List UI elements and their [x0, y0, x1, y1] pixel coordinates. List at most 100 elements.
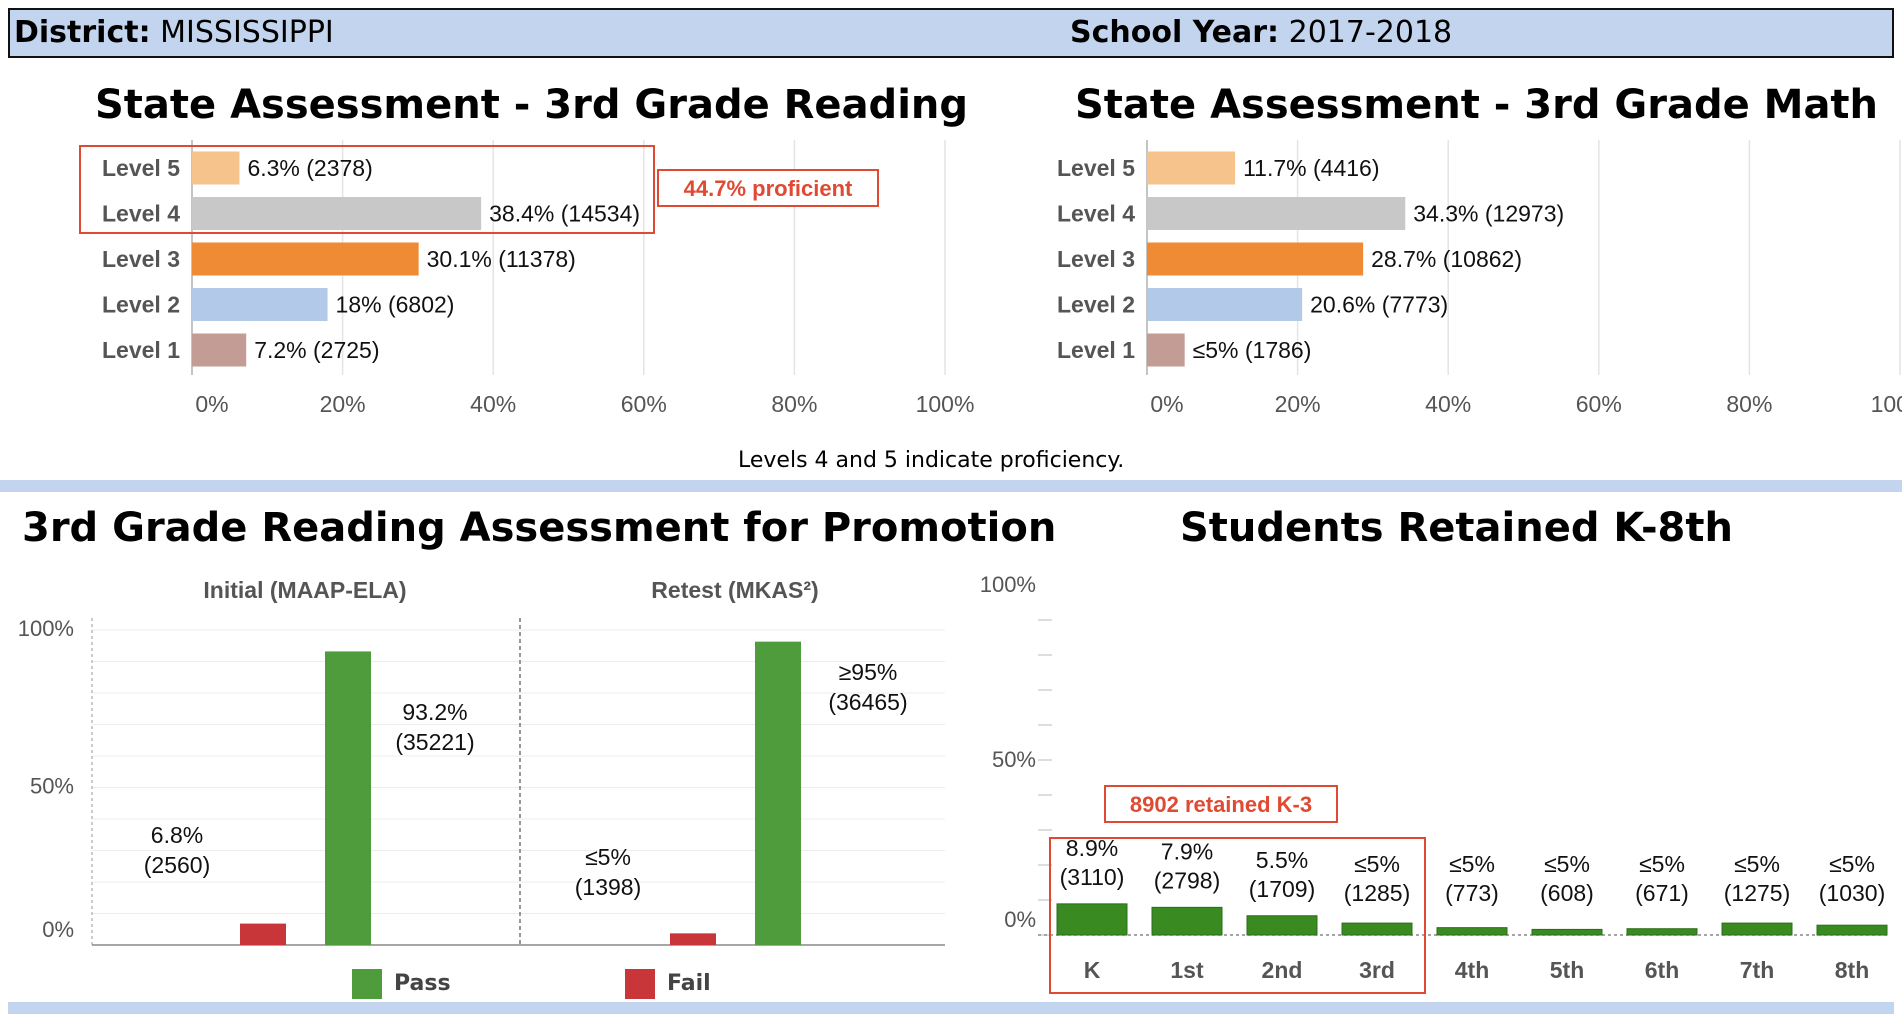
retained-data-label: ≤5%	[1734, 851, 1780, 877]
math-x-tick-label: 80%	[1726, 391, 1772, 417]
promotion-fail-count: (2560)	[144, 852, 210, 878]
school-year-value: 2017-2018	[1288, 15, 1453, 50]
reading-bar	[192, 151, 240, 185]
retained-category-label: 6th	[1645, 957, 1680, 983]
retained-data-label: ≤5%	[1449, 851, 1495, 877]
promotion-panel-header: Retest (MKAS²)	[651, 577, 818, 603]
math-category-label: Level 3	[1057, 246, 1135, 272]
retained-bar	[1056, 903, 1128, 936]
reading-x-tick-label: 0%	[195, 391, 228, 417]
retained-bar	[1626, 928, 1698, 936]
promotion-chart: 100% 50% 0% Initial (MAAP-ELA) 6.8% (2560) 93.…	[18, 577, 945, 946]
promotion-fail-bar	[240, 923, 286, 945]
footer-band	[8, 1002, 1894, 1014]
school-year-label: School Year:	[1070, 15, 1280, 50]
reading-bar	[192, 288, 328, 321]
reading-bar	[192, 197, 482, 230]
legend-fail-swatch	[625, 969, 655, 999]
math-bar	[1147, 197, 1406, 230]
reading-x-tick-label: 100%	[916, 391, 975, 417]
retained-data-label: 7.9%	[1161, 838, 1213, 864]
retained-data-count: (1709)	[1249, 876, 1315, 902]
district-label: District:	[14, 15, 151, 50]
promotion-pass-count: (36465)	[828, 689, 907, 715]
promotion-fail-label: 6.8%	[151, 822, 203, 848]
retained-data-label: ≤5%	[1639, 851, 1685, 877]
section-separator	[0, 480, 1902, 492]
reading-category-label: Level 2	[102, 292, 180, 318]
proficient-highlight-box	[79, 145, 655, 234]
retained-bar	[1816, 924, 1888, 936]
math-level-chart: 0% 20% 40% 60% 80% 100% Level 5 11.7% (4416) Lev…	[1057, 140, 1902, 417]
math-x-tick-label: 100%	[1871, 391, 1902, 417]
proficiency-caption: Levels 4 and 5 indicate proficiency.	[738, 448, 1125, 473]
promotion-chart-title: 3rd Grade Reading Assessment for Promoti…	[22, 505, 1057, 551]
district-value: MISSISSIPPI	[160, 15, 334, 50]
retained-category-label: 4th	[1455, 957, 1490, 983]
promotion-y-tick-label: 100%	[18, 616, 74, 641]
promotion-pass-label: 93.2%	[402, 699, 467, 725]
retained-bar	[1531, 928, 1603, 936]
math-x-tick-label: 0%	[1150, 391, 1183, 417]
retained-y-tick-label: 0%	[1004, 907, 1036, 932]
promotion-panel-header: Initial (MAAP-ELA)	[203, 577, 406, 603]
retained-category-label: 2nd	[1262, 957, 1303, 983]
retained-category-label: 7th	[1740, 957, 1775, 983]
reading-data-label: 18% (6802)	[336, 292, 455, 318]
retained-bar	[1151, 906, 1223, 936]
promotion-fail-count: (1398)	[575, 874, 641, 900]
retained-data-label: ≤5%	[1829, 851, 1875, 877]
district-field: District: MISSISSIPPI	[14, 10, 334, 56]
reading-x-tick-label: 40%	[470, 391, 516, 417]
promotion-pass-label: ≥95%	[839, 659, 898, 685]
math-chart-title: State Assessment - 3rd Grade Math	[1075, 82, 1879, 128]
retained-bar	[1246, 915, 1318, 936]
retained-category-label: K	[1084, 957, 1101, 983]
retained-category-label: 3rd	[1359, 957, 1395, 983]
promotion-pass-bar	[755, 641, 801, 945]
retained-category-label: 5th	[1550, 957, 1585, 983]
retained-annotation-text: 8902 retained K-3	[1130, 792, 1312, 817]
reading-data-label: 6.3% (2378)	[247, 155, 372, 181]
reading-category-label: Level 1	[102, 337, 180, 363]
reading-data-label: 30.1% (11378)	[427, 246, 576, 272]
retained-annotation-box	[1104, 785, 1338, 823]
legend-pass-swatch	[352, 969, 382, 999]
promotion-y-tick-label: 0%	[42, 917, 74, 942]
retained-bar	[1721, 922, 1793, 936]
retained-bar	[1341, 922, 1413, 936]
retained-data-count: (1030)	[1819, 880, 1885, 906]
math-bar	[1147, 333, 1185, 367]
header-bar: District: MISSISSIPPI School Year: 2017-…	[8, 8, 1894, 58]
promotion-fail-bar	[670, 933, 716, 945]
retained-data-count: (1285)	[1344, 880, 1410, 906]
retained-bar	[1436, 927, 1508, 936]
retained-data-count: (3110)	[1060, 864, 1125, 890]
legend-fail-label: Fail	[667, 971, 711, 996]
math-category-label: Level 2	[1057, 292, 1135, 318]
reading-category-label: Level 4	[102, 201, 180, 227]
reading-data-label: 38.4% (14534)	[489, 201, 640, 227]
promotion-fail-label: ≤5%	[585, 844, 631, 870]
retained-data-count: (773)	[1445, 880, 1499, 906]
reading-data-label: 7.2% (2725)	[254, 337, 379, 363]
math-category-label: Level 5	[1057, 155, 1135, 181]
math-category-label: Level 4	[1057, 201, 1135, 227]
retained-y-tick-label: 100%	[980, 572, 1036, 597]
math-x-tick-label: 40%	[1425, 391, 1471, 417]
retained-chart: 100% 50% 0% 8.9% (3110) K 7.9% (2798) 1st 5.5% (17…	[980, 572, 1890, 994]
reading-x-tick-label: 60%	[621, 391, 667, 417]
proficient-annotation-text: 44.7% proficient	[684, 176, 853, 201]
math-data-label: 11.7% (4416)	[1243, 155, 1379, 181]
math-bar	[1147, 288, 1303, 321]
retained-data-label: ≤5%	[1544, 851, 1590, 877]
promotion-pass-count: (35221)	[395, 729, 474, 755]
legend-fail: Fail	[625, 969, 711, 999]
reading-level-chart: 0% 20% 40% 60% 80% 100% Level 5 6.3% (2378) Leve…	[79, 140, 974, 417]
math-category-label: Level 1	[1057, 337, 1135, 363]
math-data-label: ≤5% (1786)	[1193, 337, 1312, 363]
retained-y-tick-label: 50%	[992, 747, 1036, 772]
retained-data-count: (2798)	[1154, 867, 1220, 893]
legend-pass-label: Pass	[394, 971, 451, 996]
reading-bar	[192, 242, 419, 276]
